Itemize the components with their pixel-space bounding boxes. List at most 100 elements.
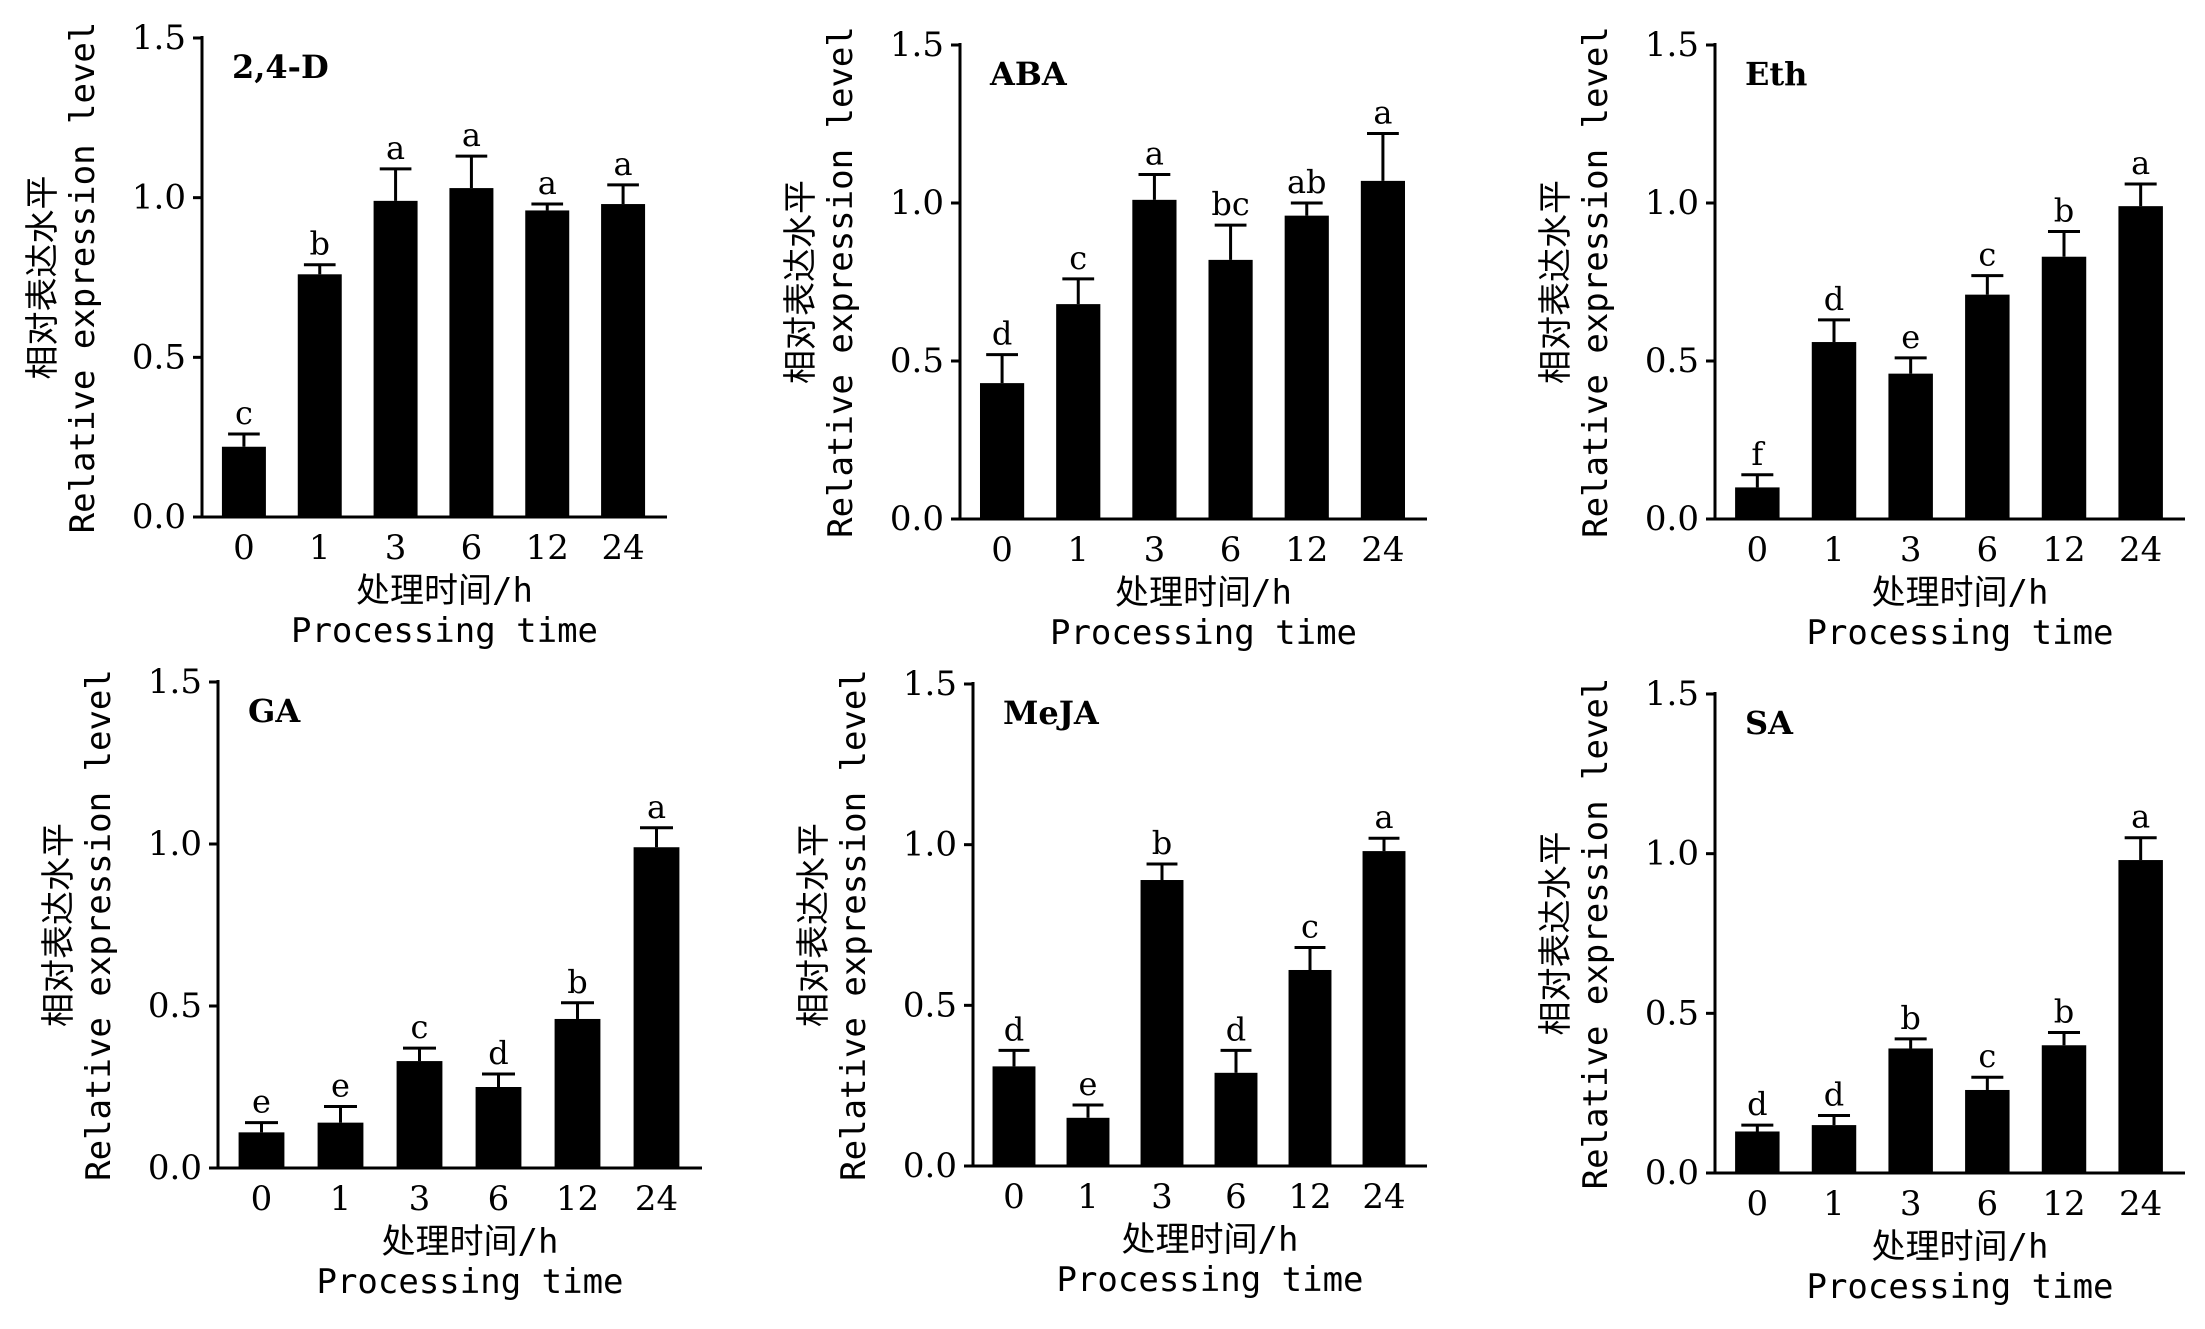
bar bbox=[1066, 1117, 1110, 1166]
significance-letter: c bbox=[1978, 236, 1996, 274]
significance-letter: a bbox=[614, 145, 633, 183]
y-tick-label: 1.0 bbox=[132, 178, 186, 218]
significance-letter: a bbox=[1145, 135, 1164, 173]
x-tick-label: 3 bbox=[385, 528, 407, 568]
y-tick-label: 1.5 bbox=[132, 18, 186, 58]
x-tick-label: 6 bbox=[488, 1179, 510, 1219]
significance-letter: b bbox=[1152, 824, 1172, 862]
x-tick-label: 6 bbox=[1977, 530, 1999, 570]
y-tick-label: 1.5 bbox=[1645, 674, 1699, 714]
bar bbox=[1735, 487, 1780, 519]
y-axis-label-en: Relative expression level bbox=[821, 26, 861, 538]
x-axis-label-en: Processing time bbox=[1806, 613, 2113, 653]
y-axis-label-cn: 相对表达水平 bbox=[781, 180, 821, 384]
x-tick-label: 24 bbox=[601, 528, 644, 568]
significance-letter: a bbox=[2131, 144, 2150, 182]
y-tick-label: 1.5 bbox=[148, 662, 202, 702]
significance-letter: d bbox=[1824, 1076, 1844, 1114]
x-tick-label: 0 bbox=[1747, 530, 1769, 570]
y-tick-label: 1.5 bbox=[1645, 25, 1699, 65]
significance-letter: b bbox=[567, 963, 587, 1001]
panel-title: MeJA bbox=[1003, 694, 1100, 732]
bar bbox=[1056, 304, 1101, 519]
x-tick-label: 12 bbox=[2042, 530, 2085, 570]
y-axis-label-cn: 相对表达水平 bbox=[1536, 180, 1576, 384]
y-axis-label-cn: 相对表达水平 bbox=[39, 823, 79, 1027]
panel-3: 0.0 0.5 1.0 1.5 e 0 e 1 c 3 d 6 b 12 a 24 GA 处理时间/hProces… bbox=[39, 662, 702, 1302]
bar bbox=[992, 1066, 1036, 1166]
bar bbox=[633, 847, 680, 1168]
x-tick-label: 12 bbox=[1288, 1177, 1331, 1217]
bar bbox=[317, 1122, 364, 1168]
y-tick-label: 0.5 bbox=[903, 985, 957, 1025]
bar bbox=[1735, 1131, 1780, 1173]
x-tick-label: 12 bbox=[556, 1179, 599, 1219]
y-tick-label: 1.0 bbox=[890, 183, 944, 223]
x-tick-label: 12 bbox=[526, 528, 569, 568]
panel-title: Eth bbox=[1745, 55, 1807, 93]
bar bbox=[1360, 180, 1406, 519]
x-tick-label: 1 bbox=[1823, 1184, 1845, 1224]
x-axis-label-en: Processing time bbox=[1806, 1267, 2113, 1307]
y-tick-label: 1.5 bbox=[890, 25, 944, 65]
x-tick-label: 1 bbox=[309, 528, 331, 568]
x-tick-label: 24 bbox=[2119, 530, 2162, 570]
bar bbox=[1811, 1125, 1857, 1173]
y-axis-label-en: Relative expression level bbox=[1576, 678, 1616, 1190]
bar bbox=[1214, 1072, 1258, 1166]
bar bbox=[979, 383, 1025, 519]
panel-title: GA bbox=[248, 692, 301, 730]
panel-0: 0.0 0.5 1.0 1.5 c 0 b 1 a 3 a 6 a 12 a 24 2,4-D 处理时间/hPro… bbox=[23, 18, 667, 651]
y-axis-label-cn: 相对表达水平 bbox=[1536, 832, 1576, 1036]
x-tick-label: 6 bbox=[1977, 1184, 1999, 1224]
bar bbox=[1362, 851, 1406, 1166]
x-tick-label: 0 bbox=[251, 1179, 273, 1219]
y-tick-label: 1.0 bbox=[1645, 834, 1699, 874]
bar bbox=[1284, 215, 1329, 519]
x-axis-label-en: Processing time bbox=[1056, 1260, 1363, 1300]
bar bbox=[238, 1132, 285, 1168]
bar bbox=[1288, 969, 1332, 1166]
x-axis-label-cn: 处理时间/h bbox=[382, 1222, 559, 1262]
y-tick-label: 0.0 bbox=[148, 1148, 202, 1188]
significance-letter: d bbox=[1004, 1010, 1024, 1048]
significance-letter: b bbox=[1900, 999, 1920, 1037]
x-tick-label: 3 bbox=[409, 1179, 431, 1219]
x-axis-label-en: Processing time bbox=[1050, 613, 1357, 653]
bar bbox=[525, 210, 570, 517]
significance-letter: a bbox=[462, 116, 481, 154]
x-tick-label: 3 bbox=[1900, 1184, 1922, 1224]
x-tick-label: 24 bbox=[635, 1179, 678, 1219]
bar bbox=[1965, 1089, 2010, 1173]
significance-letter: c bbox=[1301, 907, 1319, 945]
significance-letter: a bbox=[647, 788, 666, 826]
significance-letter: bc bbox=[1211, 185, 1249, 223]
significance-letter: c bbox=[1978, 1037, 1996, 1075]
bar bbox=[2041, 256, 2087, 519]
bar bbox=[601, 204, 646, 517]
x-tick-label: 12 bbox=[2042, 1184, 2085, 1224]
x-axis-label-en: Processing time bbox=[291, 611, 598, 651]
y-tick-label: 0.0 bbox=[132, 497, 186, 537]
x-tick-label: 12 bbox=[1285, 530, 1328, 570]
x-tick-label: 6 bbox=[1220, 530, 1242, 570]
bar bbox=[2041, 1045, 2087, 1173]
x-tick-label: 0 bbox=[1747, 1184, 1769, 1224]
bar bbox=[1965, 294, 2010, 519]
y-tick-label: 0.5 bbox=[1645, 341, 1699, 381]
x-tick-label: 3 bbox=[1151, 1177, 1173, 1217]
panel-title: ABA bbox=[989, 55, 1068, 93]
bar bbox=[475, 1087, 522, 1168]
x-axis-label-cn: 处理时间/h bbox=[1872, 1227, 2049, 1267]
y-tick-label: 0.0 bbox=[890, 499, 944, 539]
x-axis-label-cn: 处理时间/h bbox=[1122, 1220, 1299, 1260]
significance-letter: b bbox=[310, 225, 330, 263]
significance-letter: a bbox=[538, 164, 557, 202]
bar bbox=[1811, 342, 1857, 519]
x-tick-label: 1 bbox=[1823, 530, 1845, 570]
y-tick-label: 0.5 bbox=[132, 337, 186, 377]
bar bbox=[297, 274, 342, 517]
bar bbox=[221, 446, 266, 517]
significance-letter: d bbox=[488, 1034, 508, 1072]
significance-letter: c bbox=[411, 1008, 429, 1046]
